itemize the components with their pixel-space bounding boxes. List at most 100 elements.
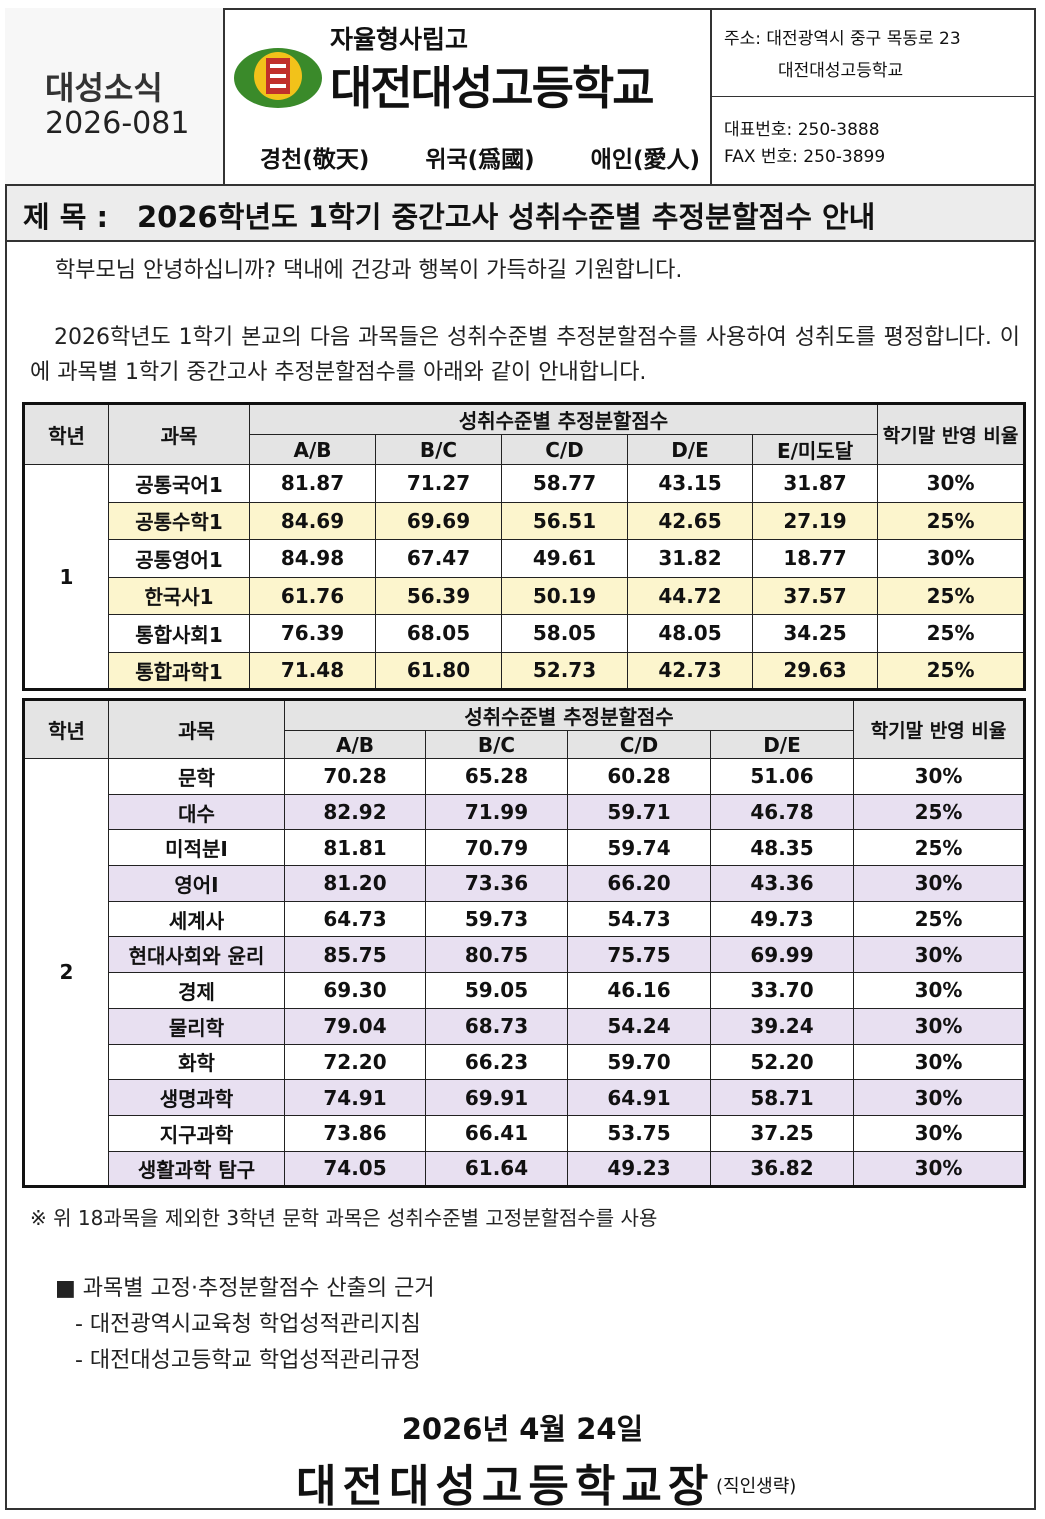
score-cell: 61.80 [375,651,502,690]
score-table: 학년 과목 성취수준별 추정분할점수 학기말 반영 비율 A/B B/C C/D D/E 2 문학… [22,698,1026,1189]
header-cell: 학기말 반영 비율 [853,699,1025,759]
score-cell: 44.72 [627,576,753,615]
subject-cell: 문학 [108,758,285,795]
data-row: 1 공통국어1 81.87 71.27 58.77 43.15 31.87 30% [23,464,1026,690]
subject-cell: 경제 [108,972,285,1009]
data-row: 물리학 79.04 68.73 54.24 39.24 30% [24,1007,1025,1045]
score-cell: 58.05 [501,614,628,653]
score-cell: 69.91 [425,1079,568,1116]
ratio-cell: 30% [853,1007,1025,1045]
signer: 대전대성고등학교장 [296,1461,715,1512]
school-type: 자율형사립고 [330,25,469,54]
data-row: 세계사 64.73 59.73 54.73 49.73 25% [24,900,1025,938]
score-cell: 73.36 [425,865,568,902]
ratio-cell: 25% [877,576,1026,615]
score-cell: 54.73 [567,900,711,938]
score-cell: 46.78 [710,793,854,831]
score-cell: 66.41 [425,1114,568,1152]
ratio-cell: 30% [853,758,1025,795]
score-cell: 85.75 [284,936,426,974]
newsletter-label: 대성소식 [45,69,163,107]
subject-text: 2026학년도 1학기 중간고사 성취수준별 추정분할점수 안내 [137,200,876,234]
data-row: 생활과학 탐구 74.05 61.64 49.23 36.82 30% [24,1150,1025,1188]
subject-cell: 미적분Ⅰ [108,829,285,867]
motto-row: 경천(敬天) 위국(爲國) 애인(愛人) [260,140,700,174]
score-cell: 66.20 [567,865,711,902]
grade-cell: 1 [23,464,109,690]
column-header: B/C [375,434,502,465]
subject-label: 제 목 : [23,200,109,234]
score-cell: 84.98 [249,539,376,578]
score-cell: 31.87 [751,464,879,503]
column-header: E/미도달 [751,434,879,465]
basis-item: - 대전대성고등학교 학업성적관리규정 [75,1348,421,1373]
score-cell: 59.74 [567,829,711,867]
score-cell: 82.92 [284,793,426,831]
date: 2026년 4월 24일 [401,1412,644,1446]
score-cell: 59.71 [567,793,711,831]
data-row: 한국사1 61.76 56.39 50.19 44.72 37.57 25% [24,576,1026,615]
header-cell: 과목 [108,403,250,465]
score-cell: 75.75 [567,936,711,974]
header-cell: 학기말 반영 비율 [877,403,1026,465]
ratio-cell: 30% [853,1079,1025,1116]
score-cell: 69.30 [284,972,426,1009]
score-cell: 49.23 [567,1150,711,1188]
score-cell: 31.82 [627,539,753,578]
score-cell: 64.91 [567,1079,711,1116]
column-header: D/E [627,434,753,465]
subject-cell: 생활과학 탐구 [108,1150,285,1188]
header-row: A/B B/C C/D D/E [24,730,1025,759]
column-header: C/D [501,434,628,465]
grade-cell: 2 [23,757,109,1188]
issue-number: 2026-081 [45,106,190,141]
score-cell: 37.57 [751,576,879,615]
ratio-cell: 25% [877,614,1026,653]
score-cell: 84.69 [249,501,376,540]
score-table: 학년 과목 성취수준별 추정분할점수 학기말 반영 비율 A/B B/C C/D D/E E/미… [22,402,1027,691]
subject-cell: 세계사 [108,900,285,938]
ratio-cell: 30% [877,539,1026,578]
motto: 경천(敬天) [260,147,370,173]
score-cell: 39.24 [710,1007,854,1045]
subject-cell: 현대사회와 윤리 [108,936,285,974]
score-cell: 48.05 [627,614,753,653]
subject-cell: 물리학 [108,1007,285,1045]
score-cell: 37.25 [710,1114,854,1152]
score-cell: 65.28 [425,758,568,795]
motto: 애인(愛人) [590,147,700,173]
score-cell: 46.16 [567,972,711,1009]
score-cell: 70.79 [425,829,568,867]
school-emblem [234,48,322,108]
subject-cell: 통합과학1 [108,651,250,690]
school-box: 자율형사립고 대전대성고등학교 경천(敬天) 위국(爲國) 애인(愛人) [225,8,712,186]
score-cell: 68.73 [425,1007,568,1045]
data-row: 공통영어1 84.98 67.47 49.61 31.82 18.77 30% [24,539,1026,578]
score-cell: 66.23 [425,1043,568,1081]
score-cell: 79.04 [284,1007,426,1045]
greeting: 학부모님 안녕하십니까? 댁내에 건강과 행복이 가득하길 기원합니다. [55,258,683,283]
basis-item: - 대전광역시교육청 학업성적관리지침 [75,1312,421,1337]
data-row: 미적분Ⅰ 81.81 70.79 59.74 48.35 25% [24,829,1025,867]
ratio-cell: 25% [853,829,1025,867]
data-row: 통합사회1 76.39 68.05 58.05 48.05 34.25 25% [24,614,1026,653]
score-cell: 76.39 [249,614,376,653]
phone: 대표번호: 250-3888 [724,120,880,140]
ratio-cell: 25% [853,793,1025,831]
ratio-cell: 30% [853,936,1025,974]
score-cell: 70.28 [284,758,426,795]
header-cell: 성취수준별 추정분할점수 [248,403,879,435]
subject-cell: 통합사회1 [108,614,250,653]
score-cell: 68.05 [375,614,502,653]
intro: 2026학년도 1학기 본교의 다음 과목들은 성취수준별 추정분할점수를 사용… [30,325,1020,385]
score-cell: 69.69 [375,501,502,540]
score-cell: 52.73 [501,651,628,690]
score-cell: 74.05 [284,1150,426,1188]
score-cell: 61.64 [425,1150,568,1188]
score-cell: 60.28 [567,758,711,795]
ratio-cell: 30% [853,972,1025,1009]
score-cell: 59.70 [567,1043,711,1081]
column-header: A/B [284,730,426,759]
score-cell: 72.20 [284,1043,426,1081]
newsletter-box: 대성소식 2026-081 [5,8,225,186]
